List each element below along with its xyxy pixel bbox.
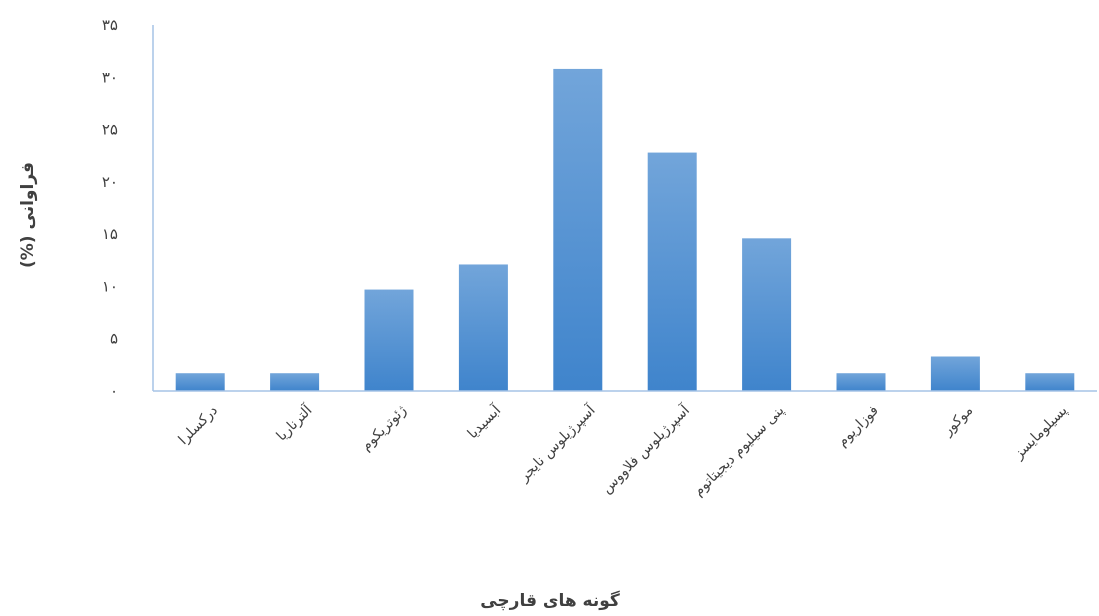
y-tick-label-30: ۳۰: [102, 68, 118, 86]
x-tick-label-2: آلترناریا: [273, 401, 316, 444]
bars-group: [175, 68, 1075, 392]
y-tick-label-25: ۲۵: [102, 121, 118, 139]
bar-8: [836, 373, 886, 391]
x-tick-label-9: موکور: [939, 403, 976, 440]
x-tick-label-7: پنی سیلیوم دیجیتاتوم: [690, 402, 787, 499]
bar-9: [930, 356, 980, 391]
y-tick-label-15: ۱۵: [102, 225, 118, 243]
y-axis-title: فراوانی (%): [18, 162, 38, 268]
x-tick-label-4: آبسیدیا: [464, 401, 505, 442]
bar-6: [647, 152, 697, 391]
x-tick-label-8: فوزاریوم: [834, 403, 881, 450]
y-tick-label-20: ۲۰: [102, 173, 118, 191]
bar-2: [270, 373, 320, 391]
x-tick-label-5: آسپرژیلوس نایجر: [515, 401, 600, 486]
bar-7: [742, 238, 792, 391]
x-tick-label-10: پسیلومایسز: [1010, 402, 1070, 462]
bar-4: [458, 264, 508, 391]
x-tick-labels: درکسلرا آلترناریا ژئوتریکوم آبسیدیا آسپرژیلو…: [175, 401, 1070, 499]
bar-5: [553, 68, 603, 392]
x-tick-label-6: آسپرژیلوس فلاووس: [598, 401, 694, 497]
y-tick-label-0: ۰: [110, 382, 118, 400]
bar-1: [175, 373, 225, 391]
y-tick-label-10: ۱۰: [102, 277, 118, 295]
x-tick-label-3: ژئوتریکوم: [358, 402, 410, 454]
bar-3: [364, 289, 414, 391]
y-tick-labels: ۰ ۵ ۱۰ ۱۵ ۲۰ ۲۵ ۳۰ ۳۵: [102, 16, 118, 400]
y-tick-label-35: ۳۵: [102, 16, 118, 34]
y-tick-label-5: ۵: [110, 330, 118, 348]
x-tick-label-1: درکسلرا: [175, 403, 221, 449]
x-axis-title: گونه های قارچی: [480, 590, 620, 611]
bar-10: [1025, 373, 1075, 391]
